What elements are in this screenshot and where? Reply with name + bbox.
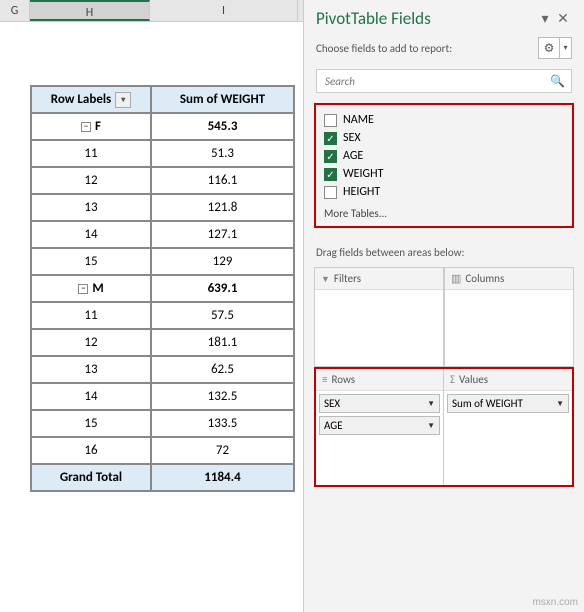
pivot-row-value: 51.3 xyxy=(151,140,294,167)
field-label: WEIGHT xyxy=(343,167,383,181)
pivot-row-key: 11 xyxy=(31,140,151,167)
field-item[interactable]: ✓ AGE xyxy=(320,147,568,165)
checkbox-icon[interactable]: ✓ xyxy=(324,168,337,181)
pivot-rowlabels-header[interactable]: Row Labels ▾ xyxy=(31,86,151,113)
field-label: HEIGHT xyxy=(343,185,380,199)
fields-list: NAME ✓ SEX ✓ AGE ✓ WEIGHT HEIGHT More Ta… xyxy=(314,103,574,228)
funnel-icon xyxy=(321,272,330,285)
grand-total-label: Grand Total xyxy=(31,464,151,491)
pivot-group-total: 545.3 xyxy=(151,113,294,140)
pivot-row-key: 12 xyxy=(31,167,151,194)
spreadsheet-area: G H I Row Labels ▾ Sum of WEIGHT −F 545.… xyxy=(0,0,303,612)
filters-label: Filters xyxy=(334,272,361,285)
field-label: NAME xyxy=(343,113,374,127)
pivot-table: Row Labels ▾ Sum of WEIGHT −F 545.3 11 5… xyxy=(30,85,295,492)
pivot-row-value: 62.5 xyxy=(151,356,294,383)
checkbox-icon[interactable]: ✓ xyxy=(324,132,337,145)
row-chip[interactable]: SEX▼ xyxy=(319,394,440,413)
pivot-row-value: 72 xyxy=(151,437,294,464)
value-chip[interactable]: Sum of WEIGHT▼ xyxy=(447,394,569,413)
checkbox-icon[interactable] xyxy=(324,114,337,127)
close-icon[interactable]: ✕ xyxy=(554,10,572,27)
pivot-values-header: Sum of WEIGHT xyxy=(151,86,294,113)
columns-label: Columns xyxy=(465,272,504,285)
pivot-row-key: 14 xyxy=(31,383,151,410)
rows-icon xyxy=(322,373,327,386)
filters-area[interactable]: Filters xyxy=(314,267,444,367)
pivot-row-key: 11 xyxy=(31,302,151,329)
field-label: AGE xyxy=(343,149,363,163)
pivot-row-value: 132.5 xyxy=(151,383,294,410)
pivot-row-key: 12 xyxy=(31,329,151,356)
search-icon: 🔍 xyxy=(550,74,565,89)
pane-subtitle: Choose fields to add to report: xyxy=(316,42,452,55)
column-headers: G H I xyxy=(0,0,303,22)
pivot-row-value: 127.1 xyxy=(151,221,294,248)
pivot-row-key: 14 xyxy=(31,221,151,248)
watermark: msxn.com xyxy=(532,597,578,608)
pane-title: PivotTable Fields xyxy=(316,8,536,29)
pivot-row-value: 121.8 xyxy=(151,194,294,221)
pivot-row-value: 129 xyxy=(151,248,294,275)
search-input[interactable] xyxy=(323,74,550,89)
pivot-row-value: 57.5 xyxy=(151,302,294,329)
pivottable-fields-pane: PivotTable Fields ▾ ✕ Choose fields to a… xyxy=(303,0,584,612)
pivot-row-key: 15 xyxy=(31,248,151,275)
chevron-down-icon[interactable]: ▼ xyxy=(427,421,435,431)
col-header-h[interactable]: H xyxy=(30,0,150,21)
field-item[interactable]: NAME xyxy=(320,111,568,129)
collapse-icon[interactable]: − xyxy=(81,122,91,132)
field-item[interactable]: ✓ WEIGHT xyxy=(320,165,568,183)
pivot-row-key: 15 xyxy=(31,410,151,437)
pivot-group-header[interactable]: −F xyxy=(31,113,151,140)
grand-total-value: 1184.4 xyxy=(151,464,294,491)
row-chip[interactable]: AGE▼ xyxy=(319,416,440,435)
checkbox-icon[interactable]: ✓ xyxy=(324,150,337,163)
pivot-row-value: 133.5 xyxy=(151,410,294,437)
chevron-down-icon[interactable]: ▼ xyxy=(556,399,564,409)
columns-area[interactable]: Columns xyxy=(444,267,574,367)
drag-label: Drag fields between areas below: xyxy=(304,228,584,267)
values-label: Values xyxy=(459,373,488,386)
values-area[interactable]: Values Sum of WEIGHT▼ xyxy=(444,369,572,485)
col-header-g[interactable]: G xyxy=(0,0,30,21)
rows-label: Rows xyxy=(331,373,355,386)
pane-dropdown-icon[interactable]: ▾ xyxy=(536,10,554,27)
rows-area[interactable]: Rows SEX▼ AGE▼ xyxy=(316,369,444,485)
pivot-row-key: 13 xyxy=(31,356,151,383)
pivot-group-header[interactable]: −M xyxy=(31,275,151,302)
chevron-down-icon[interactable]: ▼ xyxy=(427,399,435,409)
search-box[interactable]: 🔍 xyxy=(316,69,572,93)
col-header-i[interactable]: I xyxy=(150,0,298,21)
filter-dropdown-icon[interactable]: ▾ xyxy=(115,92,131,108)
pivot-row-value: 116.1 xyxy=(151,167,294,194)
gear-dropdown-icon[interactable]: ▾ xyxy=(560,37,572,59)
pivot-row-key: 13 xyxy=(31,194,151,221)
gear-icon[interactable]: ⚙ xyxy=(538,37,560,59)
sigma-icon xyxy=(450,373,455,386)
field-item[interactable]: ✓ SEX xyxy=(320,129,568,147)
field-label: SEX xyxy=(343,131,361,145)
pivot-row-key: 16 xyxy=(31,437,151,464)
collapse-icon[interactable]: − xyxy=(78,284,88,294)
field-item[interactable]: HEIGHT xyxy=(320,183,568,201)
pivot-group-total: 639.1 xyxy=(151,275,294,302)
checkbox-icon[interactable] xyxy=(324,186,337,199)
columns-icon xyxy=(451,272,461,285)
pivot-rowlabels-text: Row Labels xyxy=(51,92,112,107)
pivot-row-value: 181.1 xyxy=(151,329,294,356)
more-tables-link[interactable]: More Tables... xyxy=(320,201,568,222)
